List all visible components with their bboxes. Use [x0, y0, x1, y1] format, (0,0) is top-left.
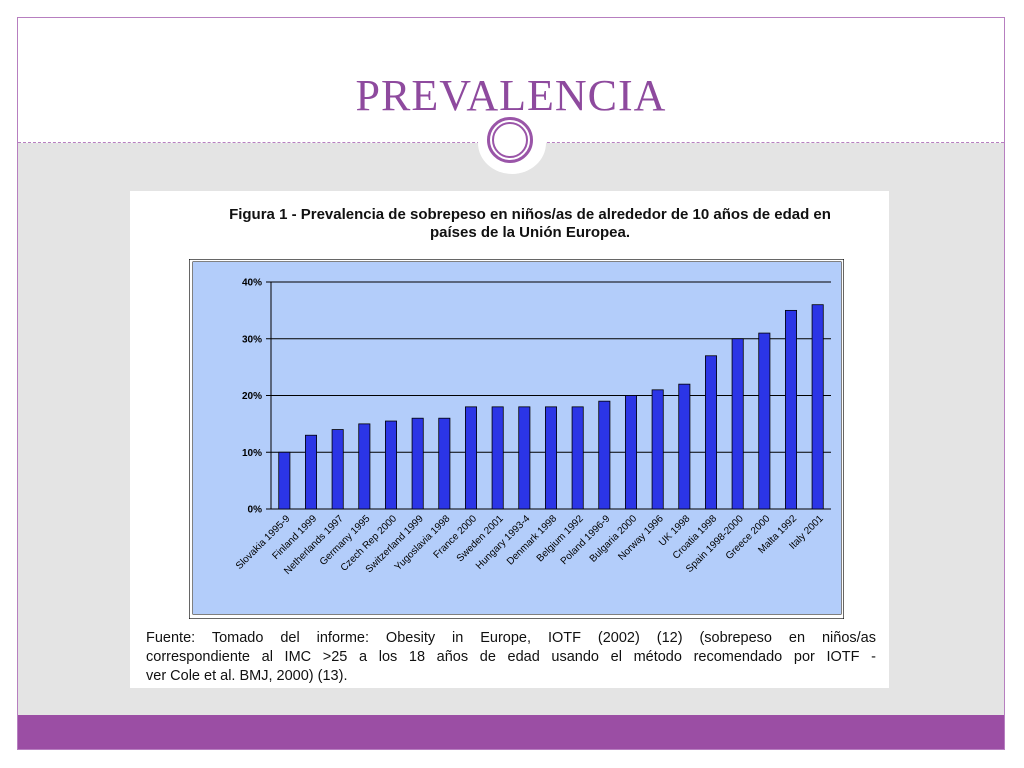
bar: [758, 332, 771, 510]
bar: [358, 423, 371, 510]
figure-panel: Figura 1 - Prevalencia de sobrepeso en n…: [130, 191, 889, 688]
y-tick-label: 30%: [242, 334, 262, 345]
y-tick-label: 0%: [248, 505, 263, 516]
bar: [811, 304, 824, 510]
bar: [278, 451, 291, 510]
y-tick-label: 40%: [242, 278, 262, 289]
slide-frame: [17, 17, 1005, 750]
bar: [305, 434, 318, 510]
bar: [384, 420, 397, 510]
figure-source-line-1: Fuente: Tomado del informe: Obesity in E…: [146, 630, 876, 646]
figure-title-line-1: Figura 1 - Prevalencia de sobrepeso en n…: [229, 206, 831, 223]
y-tick-label: 10%: [242, 448, 262, 459]
slide-title: PREVALENCIA: [355, 71, 667, 120]
y-tick-label: 20%: [242, 391, 262, 402]
footer-bar: [18, 715, 1004, 749]
bar: [464, 406, 477, 510]
bar: [705, 355, 718, 510]
bar: [785, 309, 798, 510]
figure-title-line-2: países de la Unión Europea.: [429, 224, 631, 241]
bar: [518, 406, 531, 510]
figure-title: Figura 1 - Prevalencia de sobrepeso en n…: [190, 206, 870, 242]
bar: [331, 429, 344, 510]
figure-source-line-3: ver Cole et al. BMJ, 2000) (13).: [146, 668, 348, 684]
bar: [491, 406, 504, 510]
bar: [678, 383, 691, 510]
bar: [411, 417, 424, 510]
bar: [598, 400, 611, 510]
bar: [624, 395, 637, 510]
bar: [651, 389, 664, 510]
bar: [731, 338, 744, 510]
bar: [544, 406, 557, 510]
inner-circle-ornament-icon: [492, 122, 528, 158]
figure-source: Fuente: Tomado del informe: Obesity in E…: [146, 629, 876, 686]
bar: [571, 406, 584, 510]
figure-source-line-2: correspondiente al IMC >25 a los 18 años…: [146, 649, 876, 665]
bar: [438, 417, 451, 510]
